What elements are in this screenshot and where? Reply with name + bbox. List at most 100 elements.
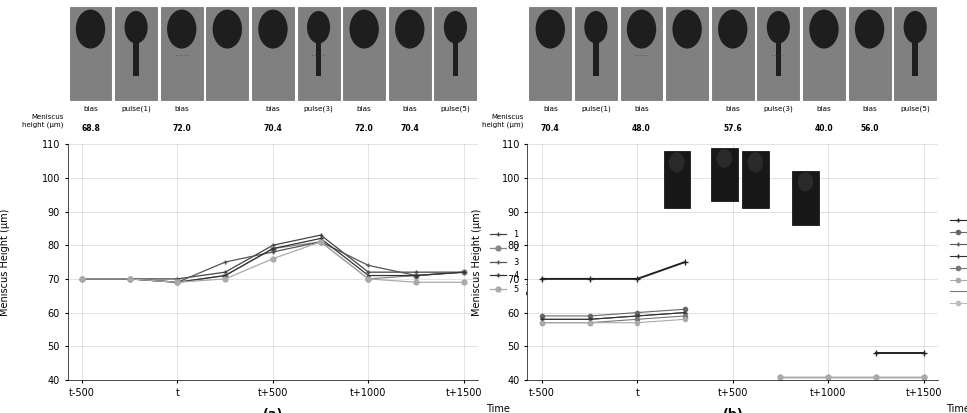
Text: pulse(1): pulse(1) <box>581 106 611 112</box>
Text: Time: Time <box>486 404 511 413</box>
FancyBboxPatch shape <box>666 7 708 100</box>
Ellipse shape <box>125 11 148 43</box>
FancyBboxPatch shape <box>298 7 339 100</box>
Ellipse shape <box>75 9 105 49</box>
3 <box>220 260 231 265</box>
FancyBboxPatch shape <box>849 7 891 100</box>
3 <box>124 276 135 281</box>
3 <box>267 249 278 254</box>
FancyBboxPatch shape <box>252 7 294 100</box>
Ellipse shape <box>396 9 425 49</box>
Text: pulse(1): pulse(1) <box>121 106 151 112</box>
4 <box>172 280 184 285</box>
Ellipse shape <box>903 11 926 43</box>
2 <box>76 276 88 281</box>
5 <box>458 280 470 285</box>
FancyBboxPatch shape <box>316 30 321 76</box>
Ellipse shape <box>444 11 467 43</box>
5 <box>124 276 135 281</box>
5 <box>267 256 278 261</box>
2 <box>220 273 231 278</box>
FancyBboxPatch shape <box>434 7 477 100</box>
Line: 3: 3 <box>79 240 466 285</box>
5 <box>76 276 88 281</box>
Legend: 1, 2, 3, 4, 5, 6, 7, 8: 1, 2, 3, 4, 5, 6, 7, 8 <box>947 213 967 311</box>
2 <box>172 280 184 285</box>
4 <box>76 276 88 281</box>
1 <box>172 276 184 281</box>
2 <box>363 276 374 281</box>
Text: (a): (a) <box>263 408 283 413</box>
FancyBboxPatch shape <box>894 7 936 100</box>
Text: bias: bias <box>863 106 877 112</box>
Text: pulse(5): pulse(5) <box>441 106 470 112</box>
FancyBboxPatch shape <box>161 7 203 100</box>
Text: bias: bias <box>174 106 190 112</box>
Y-axis label: Meniscus Height (μm): Meniscus Height (μm) <box>472 209 483 316</box>
Text: bias: bias <box>83 106 98 112</box>
2 <box>410 273 422 278</box>
Text: Meniscus
height (μm): Meniscus height (μm) <box>22 114 64 128</box>
4 <box>410 273 422 278</box>
Ellipse shape <box>258 9 287 49</box>
Text: (b): (b) <box>722 408 743 413</box>
FancyBboxPatch shape <box>803 7 845 100</box>
Ellipse shape <box>798 173 813 191</box>
Text: bias: bias <box>816 106 832 112</box>
3 <box>76 276 88 281</box>
Text: .....: ..... <box>771 49 785 58</box>
Text: bias: bias <box>357 106 371 112</box>
FancyBboxPatch shape <box>529 7 571 100</box>
Text: Meniscus
height (μm): Meniscus height (μm) <box>482 114 523 128</box>
Ellipse shape <box>809 9 838 49</box>
FancyBboxPatch shape <box>133 30 139 76</box>
1 <box>267 243 278 248</box>
1 <box>76 276 88 281</box>
Text: 56.0: 56.0 <box>861 123 879 133</box>
5 <box>410 280 422 285</box>
Ellipse shape <box>584 11 607 43</box>
Ellipse shape <box>672 9 702 49</box>
3 <box>315 240 327 244</box>
Ellipse shape <box>536 9 565 49</box>
5 <box>315 240 327 244</box>
Bar <box>663 151 689 208</box>
4 <box>220 273 231 278</box>
5 <box>363 276 374 281</box>
Ellipse shape <box>717 149 732 168</box>
Text: 57.6: 57.6 <box>723 123 742 133</box>
3 <box>172 280 184 285</box>
1 <box>458 270 470 275</box>
Ellipse shape <box>747 152 763 172</box>
2 <box>315 240 327 244</box>
Text: 68.8: 68.8 <box>81 123 100 133</box>
2 <box>124 276 135 281</box>
Bar <box>743 151 769 208</box>
Text: bias: bias <box>634 106 649 112</box>
1 <box>124 276 135 281</box>
Text: bias: bias <box>402 106 417 112</box>
Bar <box>712 147 738 202</box>
Text: 40.0: 40.0 <box>814 123 834 133</box>
Text: 70.4: 70.4 <box>541 123 560 133</box>
1 <box>410 270 422 275</box>
FancyBboxPatch shape <box>389 7 430 100</box>
Text: Pulse sequence: Pulse sequence <box>527 229 536 295</box>
FancyBboxPatch shape <box>115 7 157 100</box>
Ellipse shape <box>669 152 685 172</box>
Text: .....: ..... <box>634 49 649 58</box>
1 <box>363 270 374 275</box>
Text: bias: bias <box>725 106 740 112</box>
3 <box>458 270 470 275</box>
Text: 70.4: 70.4 <box>400 123 419 133</box>
2 <box>267 246 278 251</box>
Ellipse shape <box>767 11 790 43</box>
2 <box>458 270 470 275</box>
FancyBboxPatch shape <box>70 7 111 100</box>
4 <box>124 276 135 281</box>
Bar <box>792 171 819 225</box>
FancyBboxPatch shape <box>343 7 385 100</box>
Text: bias: bias <box>266 106 280 112</box>
Text: .....: ..... <box>311 49 326 58</box>
Text: pulse(5): pulse(5) <box>900 106 930 112</box>
